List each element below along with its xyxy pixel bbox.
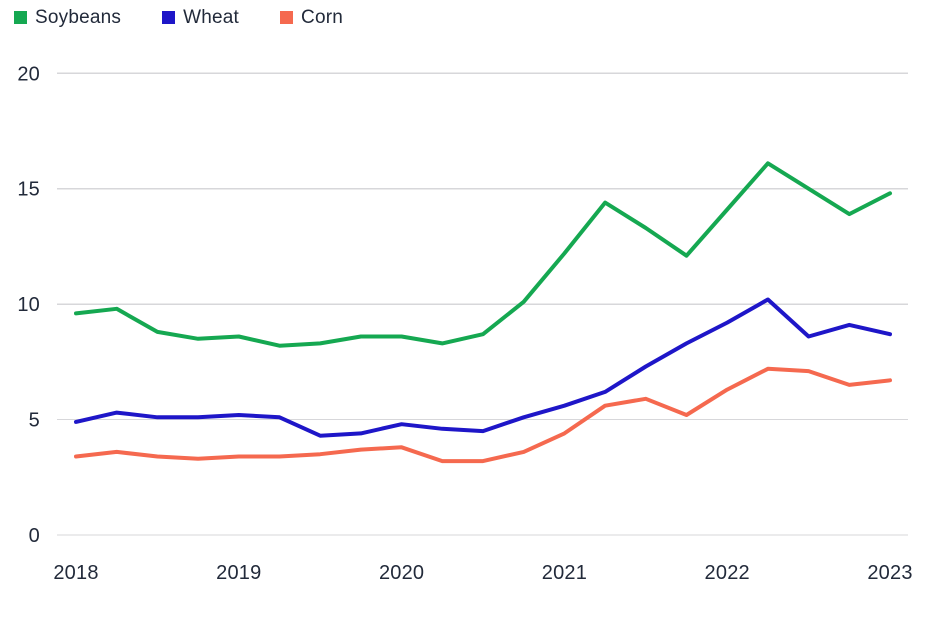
- y-tick-label: 5: [29, 410, 40, 432]
- x-axis-tick-labels: 2018 2019 2020 2021 2022 2023: [53, 562, 912, 584]
- gridlines: [57, 72, 908, 536]
- series-line-soybeans: [74, 161, 892, 348]
- series-line-wheat: [74, 297, 892, 438]
- y-tick-label: 0: [29, 525, 40, 547]
- legend-label: Corn: [301, 7, 344, 28]
- legend-label: Wheat: [183, 7, 240, 28]
- y-tick-label: 15: [17, 179, 40, 201]
- soybeans-swatch-icon: [14, 11, 27, 24]
- x-tick-label: 2021: [542, 562, 587, 584]
- x-tick-label: 2020: [379, 562, 424, 584]
- x-tick-label: 2018: [53, 562, 98, 584]
- x-tick-label: 2023: [867, 562, 912, 584]
- y-tick-label: 10: [17, 294, 40, 316]
- series-line-corn: [74, 366, 892, 464]
- legend-item-soybeans: Soybeans: [14, 8, 121, 27]
- wheat-swatch-icon: [162, 11, 176, 24]
- legend-item-wheat: Wheat: [162, 8, 239, 27]
- legend-item-corn: Corn: [280, 8, 343, 27]
- x-tick-label: 2019: [216, 562, 261, 584]
- x-tick-label: 2022: [705, 562, 750, 584]
- y-axis-tick-labels: 0 5 10 15 20: [17, 63, 40, 547]
- chart-legend: Soybeans Wheat Corn: [14, 8, 343, 27]
- corn-swatch-icon: [280, 11, 294, 24]
- series-lines: [74, 161, 892, 464]
- y-tick-label: 20: [17, 63, 40, 85]
- legend-label: Soybeans: [35, 7, 122, 28]
